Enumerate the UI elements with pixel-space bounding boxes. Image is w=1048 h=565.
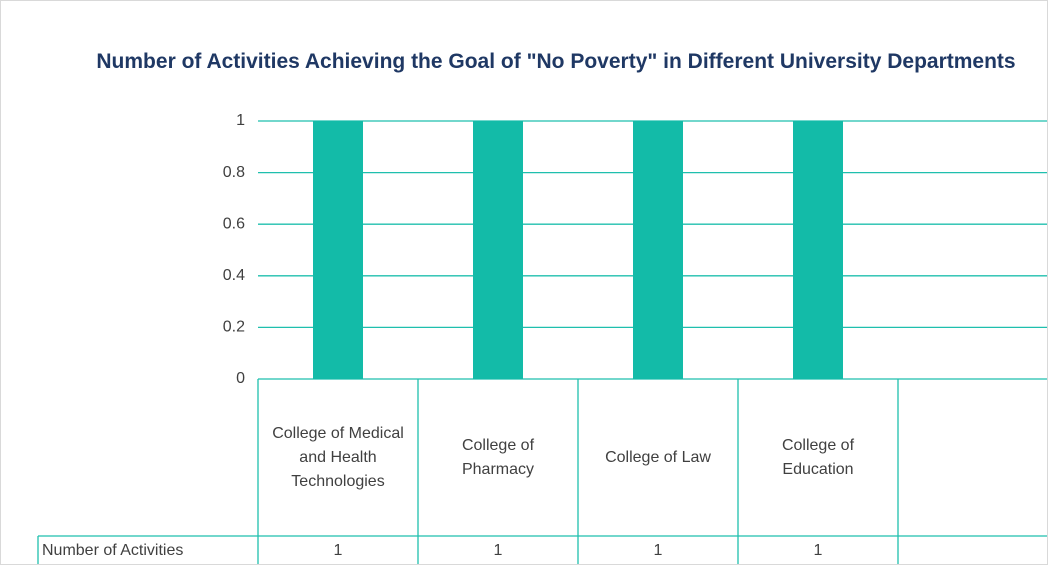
x-tick-label: College of Education bbox=[781, 436, 855, 478]
x-tick-label: College of Pharmacy bbox=[461, 436, 535, 478]
bar bbox=[313, 121, 363, 379]
y-tick-label: 1 bbox=[236, 112, 245, 129]
table-value: 1 bbox=[494, 542, 503, 559]
y-tick-label: 0 bbox=[236, 370, 245, 387]
y-tick-label: 0.6 bbox=[223, 215, 245, 232]
table-value: 1 bbox=[654, 542, 663, 559]
y-tick-label: 0.2 bbox=[223, 319, 245, 336]
table-row-label: Number of Activities bbox=[42, 542, 183, 559]
y-tick-label: 0.8 bbox=[223, 164, 245, 181]
x-tick-label: College of Law bbox=[605, 448, 711, 466]
bar bbox=[473, 121, 523, 379]
x-tick-label: College of Medical and Health Technologi… bbox=[272, 424, 404, 490]
table-value: 1 bbox=[814, 542, 823, 559]
bar bbox=[793, 121, 843, 379]
table-value: 1 bbox=[334, 542, 343, 559]
bar bbox=[633, 121, 683, 379]
y-tick-label: 0.4 bbox=[223, 267, 245, 284]
chart-title: Number of Activities Achieving the Goal … bbox=[96, 50, 1016, 73]
